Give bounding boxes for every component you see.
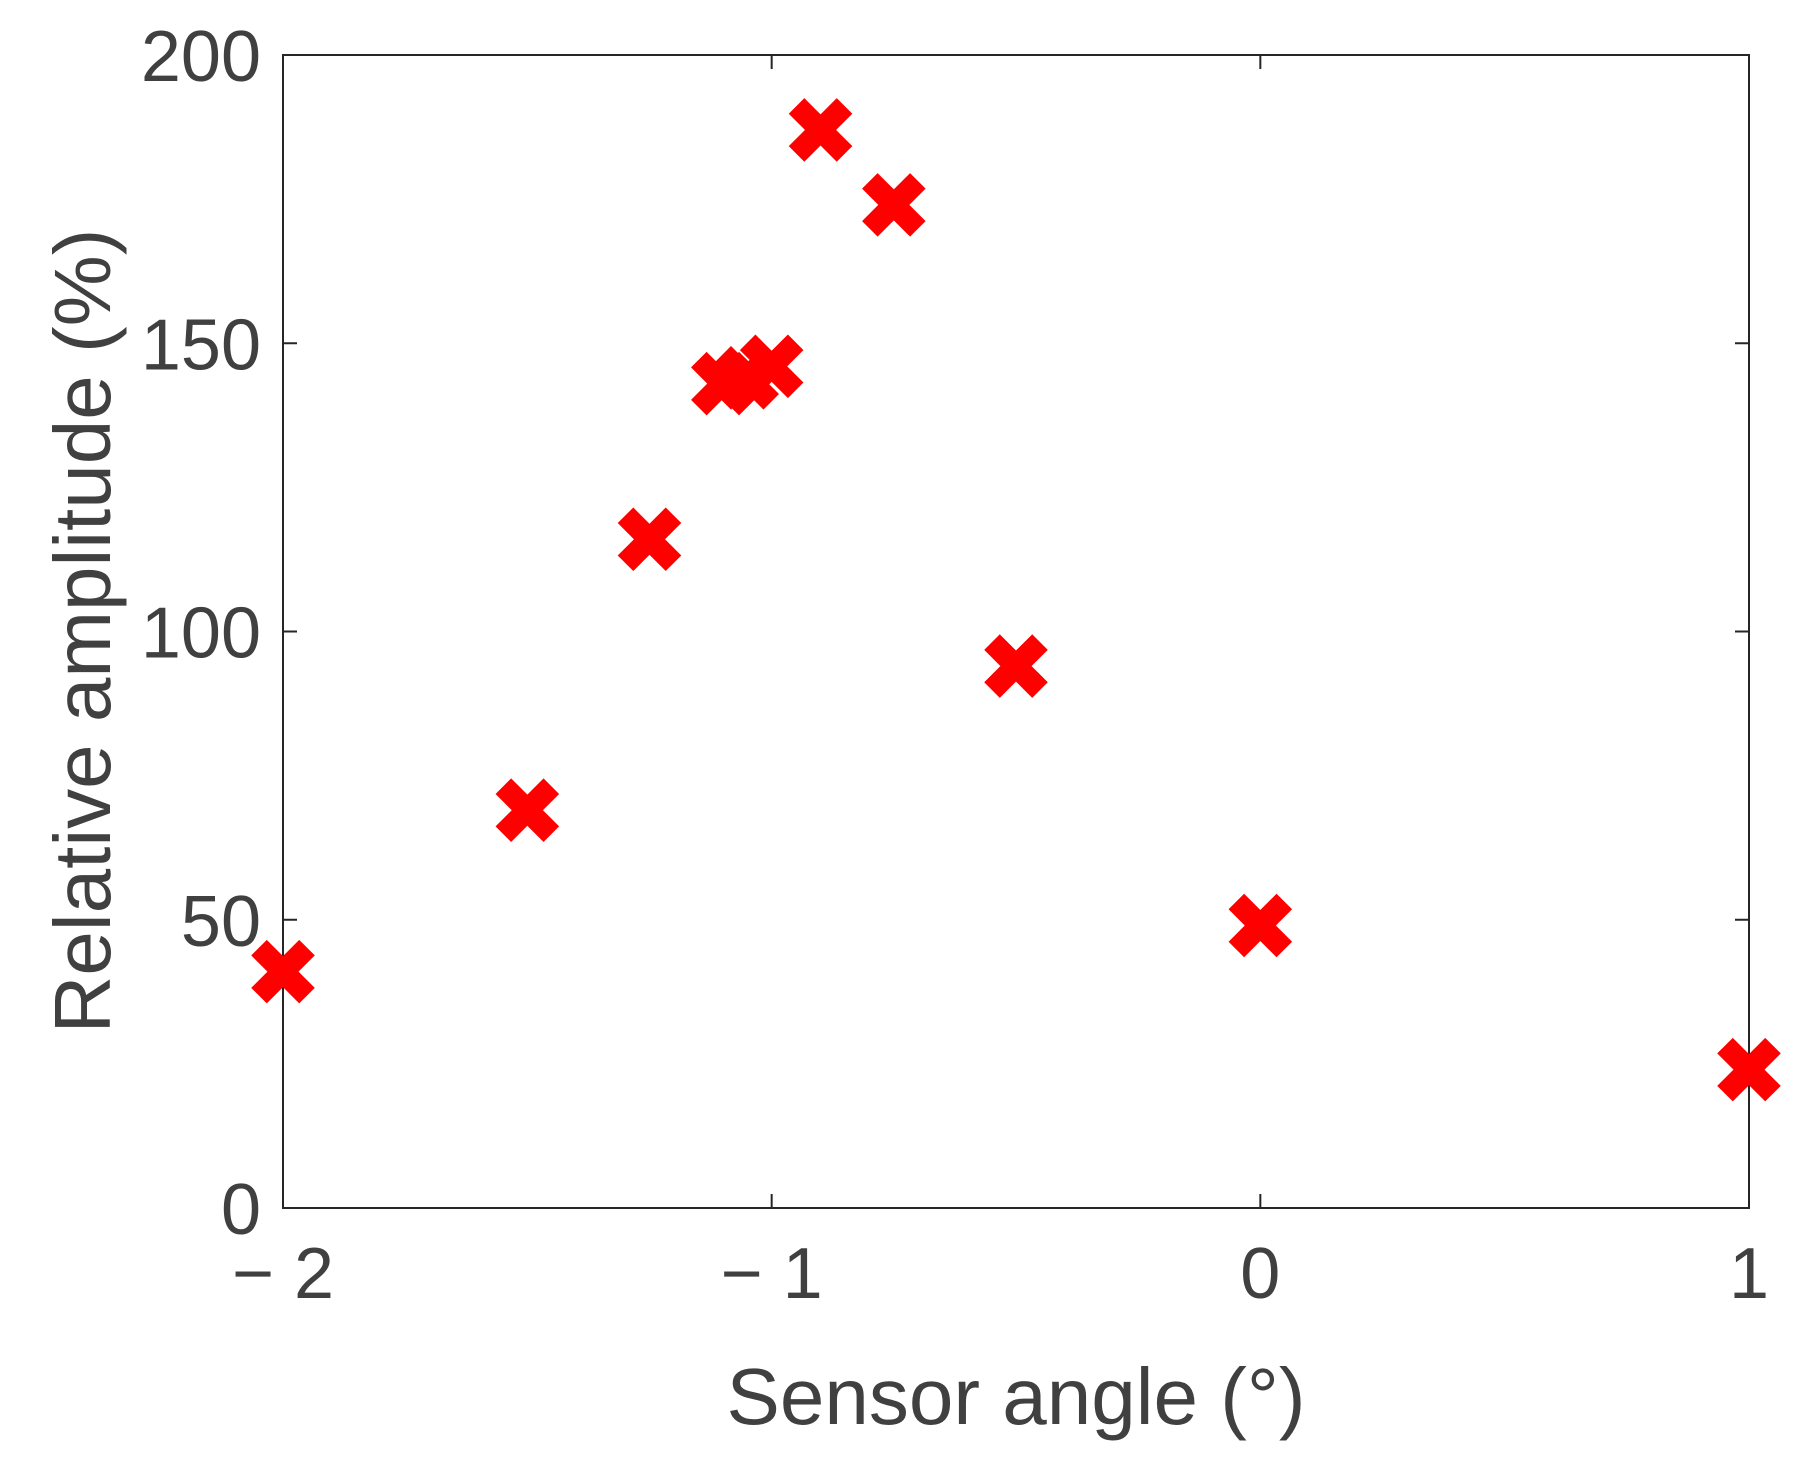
data-point-marker [984,634,1048,698]
data-point-marker [1228,893,1293,958]
y-tick-label: 50 [181,882,261,962]
x-axis-label: Sensor angle (°) [727,1352,1306,1441]
x-tick-label: − 1 [721,1234,823,1314]
data-point-marker [495,778,560,842]
axis-ticks: − 2 − 1 0 1 0 50 100 150 200 [141,17,1769,1314]
y-axis-label: Relative amplitude (%) [38,229,127,1034]
data-point-marker [251,939,315,1004]
data-point-marker [1717,1037,1781,1102]
plot-area [282,54,1750,1209]
x-tick-label: − 2 [232,1234,334,1314]
y-tick-label: 150 [141,305,261,385]
data-point-marker [617,507,682,572]
data-points [251,98,1781,1102]
data-point-marker [739,334,804,399]
y-tick-label: 100 [141,594,261,674]
x-tick-label: 0 [1240,1234,1280,1314]
data-point-marker [788,98,853,162]
y-tick-label: 200 [141,17,261,97]
x-tick-label: 1 [1729,1234,1769,1314]
data-point-marker [862,173,926,237]
y-tick-label: 0 [221,1170,261,1250]
